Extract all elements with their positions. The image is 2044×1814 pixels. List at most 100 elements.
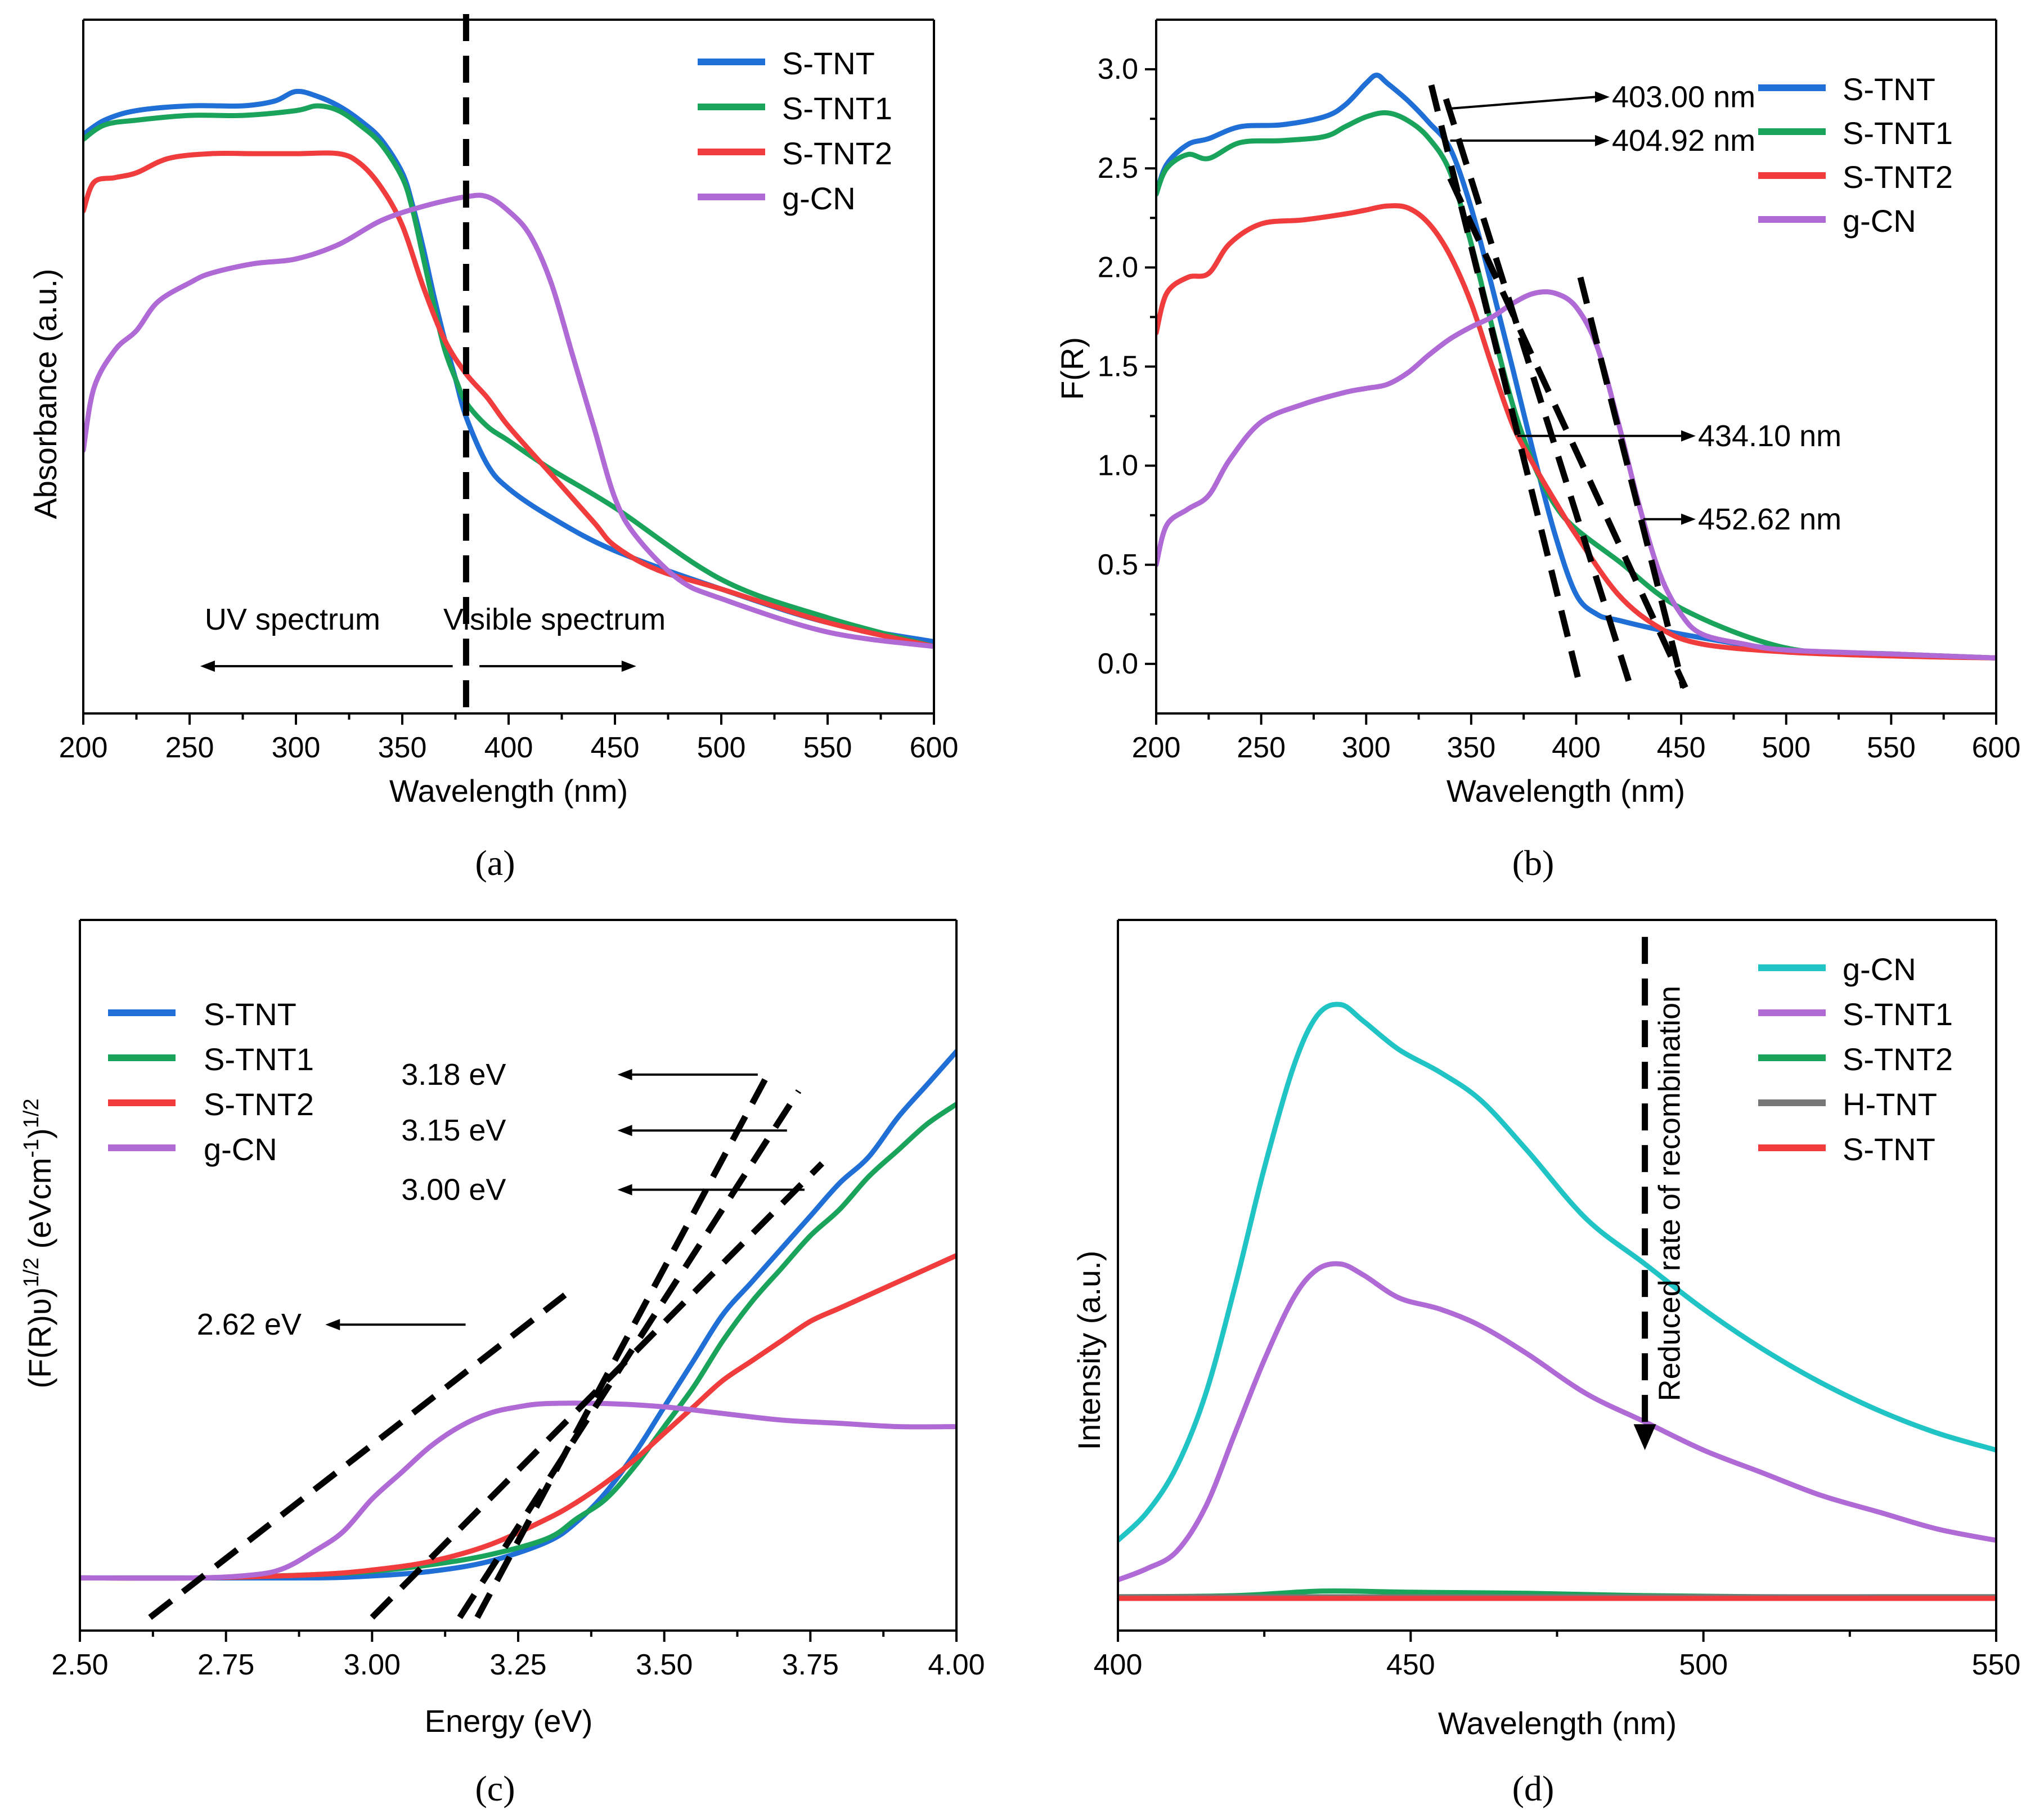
panel-c-x-tick-label-0: 2.50 (51, 1649, 108, 1681)
panel-b-annotation-2: 434.10 nm (1698, 419, 1841, 453)
panel-d: Intensity (a.u.) Wavelength (nm) (d) g-C… (1071, 919, 2020, 1808)
panel-a-series-line-s-tnt2 (83, 150, 934, 649)
panel-b-x-tick-label-1: 250 (1237, 731, 1286, 764)
panel-a-legend-label-2: S-TNT2 (782, 136, 892, 171)
panel-b-series-line-s-tnt (1156, 73, 1996, 661)
panel-c-legend-label-2: S-TNT2 (204, 1086, 314, 1122)
panel-b-x-tick-label-0: 200 (1132, 731, 1181, 764)
panel-b-y-tick-label-3: 1.5 (1098, 351, 1138, 383)
panel-b-tangent-line-3 (1577, 276, 1687, 689)
panel-c-x-tick-label-2: 3.00 (344, 1649, 401, 1681)
panel-a-x-tick-label-1: 250 (165, 731, 214, 764)
panel-b-x-tick-label-4: 400 (1552, 731, 1601, 764)
panel-c-plot-area (80, 1049, 956, 1620)
panel-b-legend-label-3: g-CN (1843, 203, 1916, 239)
panel-b-series-line-s-tnt2 (1156, 203, 1996, 661)
panel-d-annotation-0: Reduced rate of recombination (1653, 986, 1687, 1401)
panel-a-label: (a) (475, 843, 515, 883)
panel-d-series-line-s-tnt1 (1118, 1261, 1996, 1583)
panel-d-annotation-arrowhead-0 (1633, 1424, 1656, 1451)
panel-b-y-tick-label-0: 0.0 (1098, 648, 1138, 680)
panel-c-annotation-arrowhead-3 (325, 1319, 340, 1331)
panel-c-annotation-1: 3.15 eV (401, 1113, 506, 1147)
panel-c-annotation-2: 3.00 eV (401, 1173, 506, 1206)
panel-b-legend-label-0: S-TNT (1843, 71, 1935, 107)
panel-c-series-line-s-tnt2 (80, 1252, 956, 1581)
panel-b-annotation-arrowhead-0 (1594, 91, 1610, 103)
panel-d-label: (d) (1512, 1768, 1555, 1808)
panel-c-tangent-line-1 (370, 1161, 825, 1620)
panel-a-annotation-arrowhead-0 (200, 660, 215, 672)
panel-c-x-tick-label-6: 4.00 (928, 1649, 985, 1681)
panel-b-x-tick-label-3: 350 (1446, 731, 1495, 764)
panel-a-plot-area (83, 88, 934, 649)
panel-b-series-line-s-tnt1 (1156, 110, 1996, 661)
panel-c-legend-label-3: g-CN (204, 1131, 277, 1167)
panel-b-annotation-3: 452.62 nm (1698, 502, 1841, 536)
panel-b-tangent-line-1 (1443, 98, 1634, 689)
panel-b-tangent-line-2 (1447, 177, 1688, 689)
panel-d-legend-label-0: g-CN (1843, 951, 1916, 987)
panel-b-label: (b) (1512, 843, 1555, 883)
panel-d-x-tick-label-1: 450 (1386, 1649, 1435, 1681)
panel-a-legend-label-0: S-TNT (782, 46, 875, 81)
panel-c-x-tick-label-5: 3.75 (782, 1649, 839, 1681)
panel-a-annotation-1: Visible spectrum (443, 603, 666, 636)
panel-b: F(R) Wavelength (nm) (b) S-TNT S-TNT1 S-… (1054, 19, 2020, 883)
panel-b-plot-area (1156, 73, 1996, 689)
panel-a-x-tick-label-8: 600 (910, 731, 959, 764)
panel-a-ylabel: Absorbance (a.u.) (28, 268, 63, 519)
panel-b-x-tick-label-7: 550 (1867, 731, 1916, 764)
panel-c-series-line-g-cn (80, 1400, 956, 1581)
panel-c-x-tick-label-3: 3.25 (489, 1649, 546, 1681)
panel-a-series-line-s-tnt1 (83, 103, 934, 649)
panel-a-legend-label-3: g-CN (782, 181, 856, 216)
panel-a-annotation-0: UV spectrum (205, 603, 380, 636)
panel-c-annotation-arrowhead-2 (617, 1184, 632, 1196)
panel-b-legend-label-2: S-TNT2 (1843, 159, 1953, 195)
panel-c-tangent-line-3 (474, 1070, 772, 1619)
panel-a-annotation-arrowhead-1 (621, 660, 636, 672)
panel-c-x-tick-label-4: 3.50 (636, 1649, 693, 1681)
panel-b-annotation-1: 404.92 nm (1612, 124, 1755, 158)
panel-a-series-line-g-cn (83, 192, 934, 649)
panel-b-annotation-arrowhead-3 (1681, 513, 1696, 525)
panel-d-x-tick-label-2: 500 (1679, 1649, 1728, 1681)
panel-c-label: (c) (475, 1768, 515, 1808)
panel-d-legend-label-1: S-TNT1 (1843, 996, 1953, 1032)
panel-b-y-tick-label-6: 3.0 (1098, 53, 1138, 86)
panel-c-annotation-arrowhead-0 (617, 1068, 632, 1080)
panel-c-xlabel: Energy (eV) (425, 1703, 593, 1739)
panel-a-xlabel: Wavelength (nm) (389, 773, 628, 809)
panel-b-y-tick-label-2: 1.0 (1098, 450, 1138, 482)
panel-c-x-tick-label-1: 2.75 (197, 1649, 254, 1681)
panel-c-legend-label-0: S-TNT (204, 996, 297, 1032)
panel-c-tangent-line-2 (457, 1089, 802, 1619)
panel-a-x-tick-label-4: 400 (484, 731, 533, 764)
panel-b-x-tick-label-2: 300 (1342, 731, 1391, 764)
panel-b-annotation-0: 403.00 nm (1612, 80, 1755, 114)
panel-d-plot-area (1118, 1002, 1996, 1601)
panel-a-legend-label-1: S-TNT1 (782, 91, 892, 126)
panel-b-ylabel: F(R) (1054, 337, 1090, 400)
panel-a-x-tick-label-3: 350 (378, 731, 427, 764)
panel-c-series-line-s-tnt (80, 1049, 956, 1581)
panel-b-annotation-arrow-0 (1445, 96, 1596, 110)
panel-b-xlabel: Wavelength (nm) (1446, 773, 1685, 809)
panel-b-annotation-arrowhead-1 (1594, 134, 1610, 146)
panel-a-x-tick-label-0: 200 (59, 731, 108, 764)
panel-d-ylabel: Intensity (a.u.) (1071, 1251, 1107, 1451)
panel-b-y-tick-label-5: 2.5 (1098, 152, 1138, 185)
panel-d-legend-label-4: S-TNT (1843, 1131, 1935, 1167)
panel-d-x-tick-label-0: 400 (1094, 1649, 1143, 1681)
panel-b-x-tick-label-6: 500 (1762, 731, 1811, 764)
panel-a-x-tick-label-5: 450 (591, 731, 640, 764)
panel-c-annotation-arrowhead-1 (617, 1125, 632, 1137)
panel-d-legend-label-2: S-TNT2 (1843, 1041, 1953, 1077)
panel-c-annotation-0: 3.18 eV (401, 1058, 506, 1092)
panel-a-x-tick-label-7: 550 (803, 731, 852, 764)
panel-d-series-line-g-cn (1118, 1002, 1996, 1543)
panel-c-annotation-3: 2.62 eV (197, 1308, 302, 1341)
panel-b-y-tick-label-1: 0.5 (1098, 549, 1138, 581)
panel-c-legend-label-1: S-TNT1 (204, 1041, 314, 1077)
